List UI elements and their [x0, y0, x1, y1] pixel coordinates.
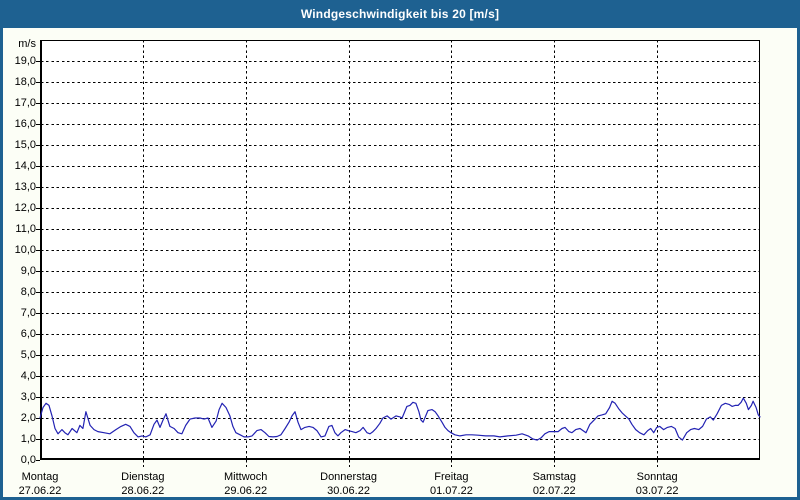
x-axis-day-label: Sonntag	[636, 471, 678, 483]
chart-title: Windgeschwindigkeit bis 20 [m/s]	[300, 7, 500, 21]
x-axis-day-label: Samstag	[532, 471, 576, 483]
x-axis-day-label: Mittwoch	[224, 471, 268, 483]
y-axis-tick-label: 9,0	[20, 265, 36, 277]
x-axis-date-label: 28.06.22	[121, 485, 165, 497]
y-axis-tick-label: 6,0	[20, 328, 36, 340]
y-axis-tick-label: 3,0	[20, 391, 36, 403]
x-axis-date-label: 03.07.22	[635, 485, 679, 497]
y-axis-tick-label: 17,0	[14, 97, 36, 109]
y-axis-tick-label: 13,0	[14, 181, 36, 193]
y-axis-tick-label: 4,0	[20, 370, 36, 382]
y-axis-tick-label: 7,0	[20, 307, 36, 319]
y-axis-tick-label: 18,0	[14, 76, 36, 88]
wind-speed-series	[39, 397, 761, 441]
x-axis-date-label: 01.07.22	[430, 485, 473, 497]
y-axis-tick-label: 1,0	[20, 433, 36, 445]
chart-area: m/s 19,0 18,0 17,0 16,0 15,0 14,0 13,0 12,0 11,0 1…	[0, 28, 800, 500]
y-axis-tick-label: 16,0	[14, 118, 36, 130]
y-axis-tick-label: 10,0	[14, 244, 36, 256]
x-axis-day-label: Donnerstag	[320, 471, 377, 483]
y-axis-tick-label: 19,0	[14, 55, 36, 67]
y-axis-unit: m/s	[18, 38, 36, 50]
x-axis-day-label: Dienstag	[121, 471, 165, 483]
x-axis-date-label: 02.07.22	[532, 485, 576, 497]
x-axis-date-label: 27.06.22	[18, 485, 62, 497]
y-axis-tick-label: 12,0	[14, 202, 36, 214]
y-axis-tick-label: 2,0	[20, 412, 36, 424]
window-frame-left	[0, 28, 3, 500]
y-axis-tick-label: 14,0	[14, 160, 36, 172]
y-axis-tick-label: 5,0	[20, 349, 36, 361]
x-axis-date-label: 30.06.22	[327, 485, 370, 497]
x-axis-day-label: Freitag	[434, 471, 469, 483]
y-axis-tick-label: 11,0	[15, 223, 36, 235]
y-axis-tick-label: 0,0	[20, 454, 36, 466]
y-axis-tick-label: 15,0	[14, 139, 36, 151]
wind-speed-line-chart	[36, 40, 761, 467]
x-axis-date-label: 29.06.22	[224, 485, 268, 497]
x-axis-day-label: Montag	[21, 471, 59, 483]
title-bar: Windgeschwindigkeit bis 20 [m/s]	[0, 0, 800, 28]
y-axis-tick-label: 8,0	[20, 286, 36, 298]
window-frame-right	[797, 28, 800, 500]
window-frame-bottom	[0, 497, 800, 500]
